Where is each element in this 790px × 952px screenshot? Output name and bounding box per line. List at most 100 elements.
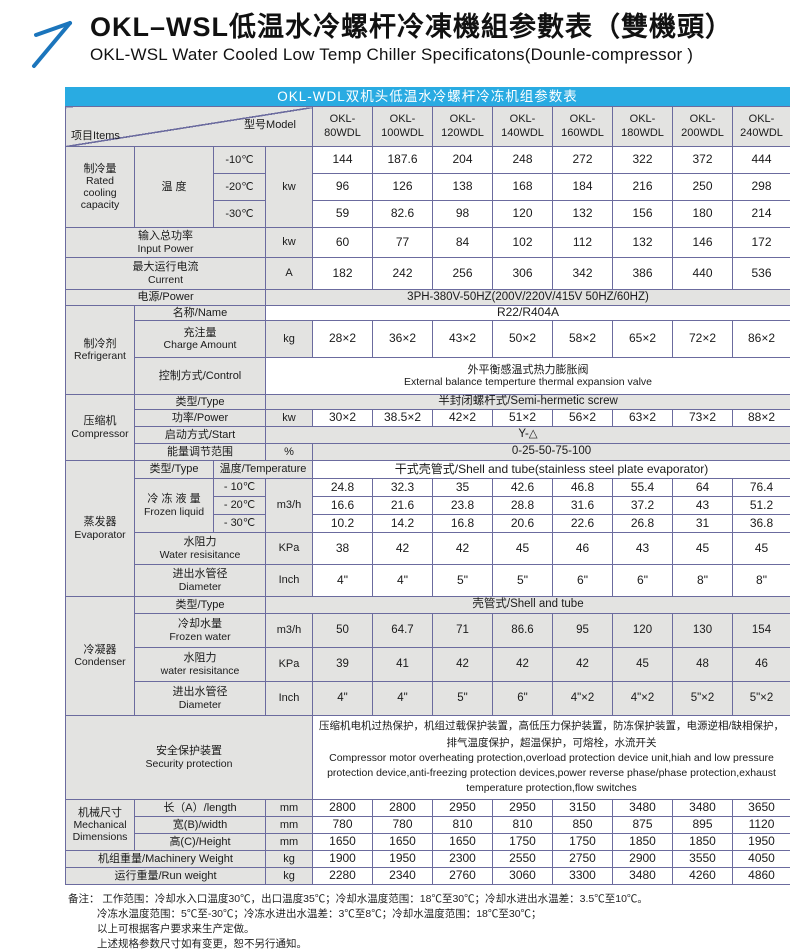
charge-unit-cell: kg xyxy=(266,321,313,358)
spec-value-cell: 56×2 xyxy=(553,410,613,427)
spec-value-cell: 43 xyxy=(613,533,673,565)
spec-value-cell: 132 xyxy=(553,201,613,228)
compressor-type-label-cell: 类型/Type xyxy=(135,395,266,410)
refrigerant-group-zh: 制冷剂 xyxy=(68,338,132,351)
temp-sub-cell: -30℃ xyxy=(214,201,266,228)
input-power-zh: 输入总功率 xyxy=(68,230,263,243)
cooling-group-zh: 制冷量 xyxy=(68,163,132,176)
evaporator-group-zh: 蒸发器 xyxy=(68,516,132,529)
spec-value-cell: 64.7 xyxy=(373,614,433,648)
spec-value-cell: 216 xyxy=(613,174,673,201)
spec-value-cell: 46 xyxy=(733,648,790,682)
power-supply-label-cell: 电源/Power xyxy=(66,290,266,306)
model-header-cell: OKL-240WDL xyxy=(733,107,790,147)
spec-value-cell: 16.8 xyxy=(433,515,493,533)
condenser-type-row: 冷凝器 Condenser 类型/Type 壳管式/Shell and tube xyxy=(66,597,790,614)
height-unit-cell: mm xyxy=(266,834,313,851)
spec-value-cell: 8" xyxy=(733,565,790,597)
spec-value-cell: 77 xyxy=(373,228,433,258)
cooling-row-1: 制冷量 Rated cooling capacity 温 度 -10℃ kw 1… xyxy=(66,147,790,174)
spec-value-cell: 3480 xyxy=(613,800,673,817)
spec-value-cell: 65×2 xyxy=(613,321,673,358)
spec-value-cell: 156 xyxy=(613,201,673,228)
dimension-row-1: 机械尺寸 Mechanical Dimensions 长（A）/length m… xyxy=(66,800,790,817)
spec-value-cell: 2750 xyxy=(553,851,613,868)
start-label-cell: 启动方式/Start xyxy=(135,427,266,444)
evap-resistance-unit-cell: KPa xyxy=(266,533,313,565)
condenser-type-value-cell: 壳管式/Shell and tube xyxy=(266,597,790,614)
spec-value-cell: 1650 xyxy=(373,834,433,851)
spec-value-cell: 1750 xyxy=(553,834,613,851)
condenser-diameter-label-cell: 进出水管径 Diameter xyxy=(135,682,266,716)
current-unit-cell: A xyxy=(266,258,313,290)
security-value-cell: 压缩机电机过热保护，机组过载保护装置，高低压力保护装置，防冻保护装置，电源逆相/… xyxy=(313,716,790,800)
condenser-resistance-en: water resisitance xyxy=(137,665,263,677)
control-value-cell: 外平衡感温式热力膨胀阀 External balance temperture … xyxy=(266,358,790,395)
model-header-cell: OKL-160WDL xyxy=(553,107,613,147)
spec-value-cell: 82.6 xyxy=(373,201,433,228)
condenser-resistance-unit-cell: KPa xyxy=(266,648,313,682)
spec-value-cell: 182 xyxy=(313,258,373,290)
spec-value-cell: 45 xyxy=(493,533,553,565)
spec-value-cell: 42 xyxy=(433,648,493,682)
liquid-temp-cell: - 30℃ xyxy=(214,515,266,533)
spec-value-cell: 51.2 xyxy=(733,497,790,515)
liquid-zh: 冷 冻 液 量 xyxy=(137,493,211,506)
model-header-cell: OKL-80WDL xyxy=(313,107,373,147)
spec-value-cell: 20.6 xyxy=(493,515,553,533)
spec-value-cell: 35 xyxy=(433,479,493,497)
condenser-group-zh: 冷凝器 xyxy=(68,644,132,657)
spec-value-cell: 168 xyxy=(493,174,553,201)
spec-value-cell: 810 xyxy=(433,817,493,834)
spec-value-cell: 50×2 xyxy=(493,321,553,358)
spec-value-cell: 112 xyxy=(553,228,613,258)
condenser-type-label-cell: 类型/Type xyxy=(135,597,266,614)
spec-value-cell: 1650 xyxy=(313,834,373,851)
spec-value-cell: 440 xyxy=(673,258,733,290)
spec-value-cell: 28.8 xyxy=(493,497,553,515)
model-header-cell: OKL-140WDL xyxy=(493,107,553,147)
spec-value-cell: 6" xyxy=(613,565,673,597)
energy-unit-cell: % xyxy=(266,444,313,461)
spec-value-cell: 37.2 xyxy=(613,497,673,515)
spec-value-cell: 46 xyxy=(553,533,613,565)
refrigerant-group-en: Refrigerant xyxy=(68,350,132,362)
spec-value-cell: 50 xyxy=(313,614,373,648)
spec-value-cell: 16.6 xyxy=(313,497,373,515)
page-header: OKL–WSL低温水冷螺杆冷凍機組参數表（雙機頭） OKL-WSL Water … xyxy=(22,12,733,74)
control-value-zh: 外平衡感温式热力膨胀阀 xyxy=(268,364,788,377)
current-en: Current xyxy=(68,274,263,286)
spec-value-cell: 73×2 xyxy=(673,410,733,427)
run-weight-unit-cell: kg xyxy=(266,868,313,885)
run-weight-label-cell: 运行重量/Run weight xyxy=(66,868,266,885)
input-power-label-cell: 输入总功率 Input Power xyxy=(66,228,266,258)
spec-value-cell: 322 xyxy=(613,147,673,174)
spec-value-cell: 45 xyxy=(733,533,790,565)
dimensions-group-zh: 机械尺寸 xyxy=(68,807,132,820)
spec-value-cell: 342 xyxy=(553,258,613,290)
brand-arrow-icon xyxy=(22,12,84,74)
spec-value-cell: 3480 xyxy=(613,868,673,885)
spec-value-cell: 31 xyxy=(673,515,733,533)
spec-value-cell: 2950 xyxy=(493,800,553,817)
charge-label-cell: 充注量 Charge Amount xyxy=(135,321,266,358)
spec-value-cell: 1750 xyxy=(493,834,553,851)
spec-value-cell: 810 xyxy=(493,817,553,834)
spec-value-cell: 22.6 xyxy=(553,515,613,533)
liquid-temp-cell: - 10℃ xyxy=(214,479,266,497)
evaporator-group-cell: 蒸发器 Evaporator xyxy=(66,461,135,597)
spec-value-cell: 86×2 xyxy=(733,321,790,358)
spec-value-cell: 76.4 xyxy=(733,479,790,497)
spec-value-cell: 24.8 xyxy=(313,479,373,497)
input-power-en: Input Power xyxy=(68,243,263,255)
spec-value-cell: 4"×2 xyxy=(553,682,613,716)
spec-value-cell: 144 xyxy=(313,147,373,174)
spec-value-cell: 2800 xyxy=(373,800,433,817)
spec-value-cell: 58×2 xyxy=(553,321,613,358)
charge-en: Charge Amount xyxy=(137,339,263,351)
evap-diameter-en: Diameter xyxy=(137,581,263,593)
liquid-temp-cell: - 20℃ xyxy=(214,497,266,515)
spec-value-cell: 2550 xyxy=(493,851,553,868)
